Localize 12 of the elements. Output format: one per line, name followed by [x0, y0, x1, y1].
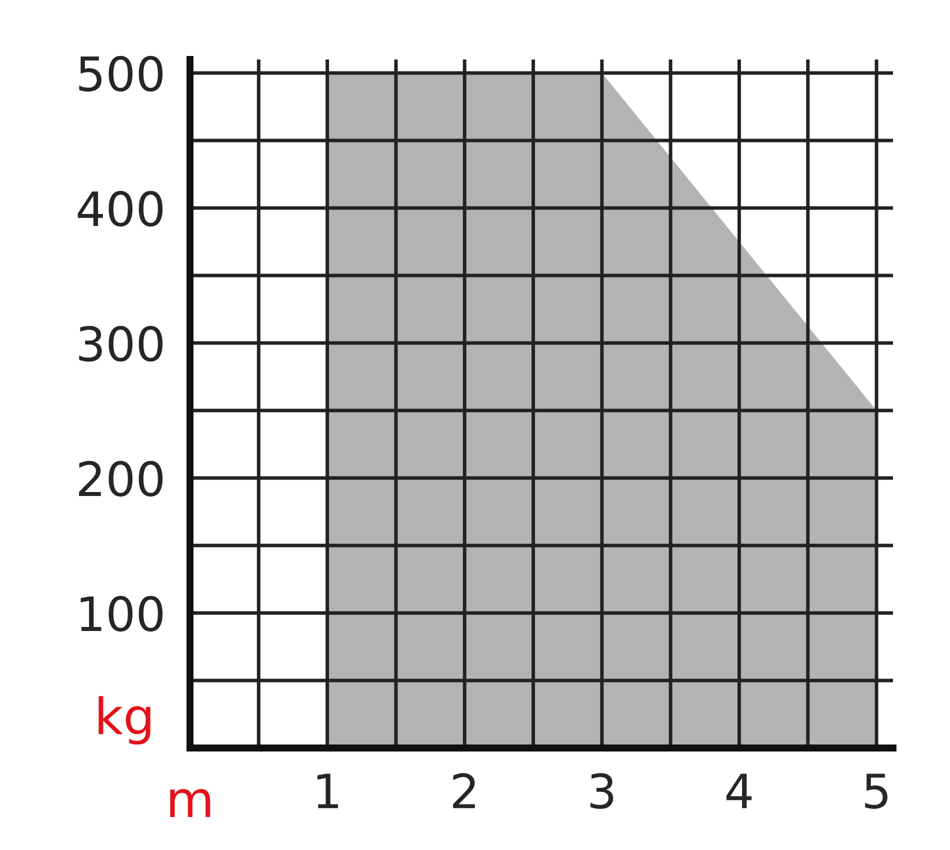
- y-tick-label: 100: [80, 596, 163, 632]
- x-tick-label: 4: [726, 774, 752, 808]
- x-tick-label: 2: [453, 773, 475, 808]
- x-axis-title: m: [170, 788, 210, 817]
- y-tick-label: 400: [78, 190, 163, 227]
- y-tick-label: 300: [79, 326, 163, 362]
- y-axis-title: kg: [98, 696, 150, 745]
- x-tick-label: 3: [590, 773, 614, 809]
- y-tick-label: 200: [79, 460, 163, 497]
- x-tick-label: 5: [865, 774, 888, 809]
- x-tick-label: 1: [317, 774, 338, 808]
- y-tick-label: 500: [79, 56, 163, 92]
